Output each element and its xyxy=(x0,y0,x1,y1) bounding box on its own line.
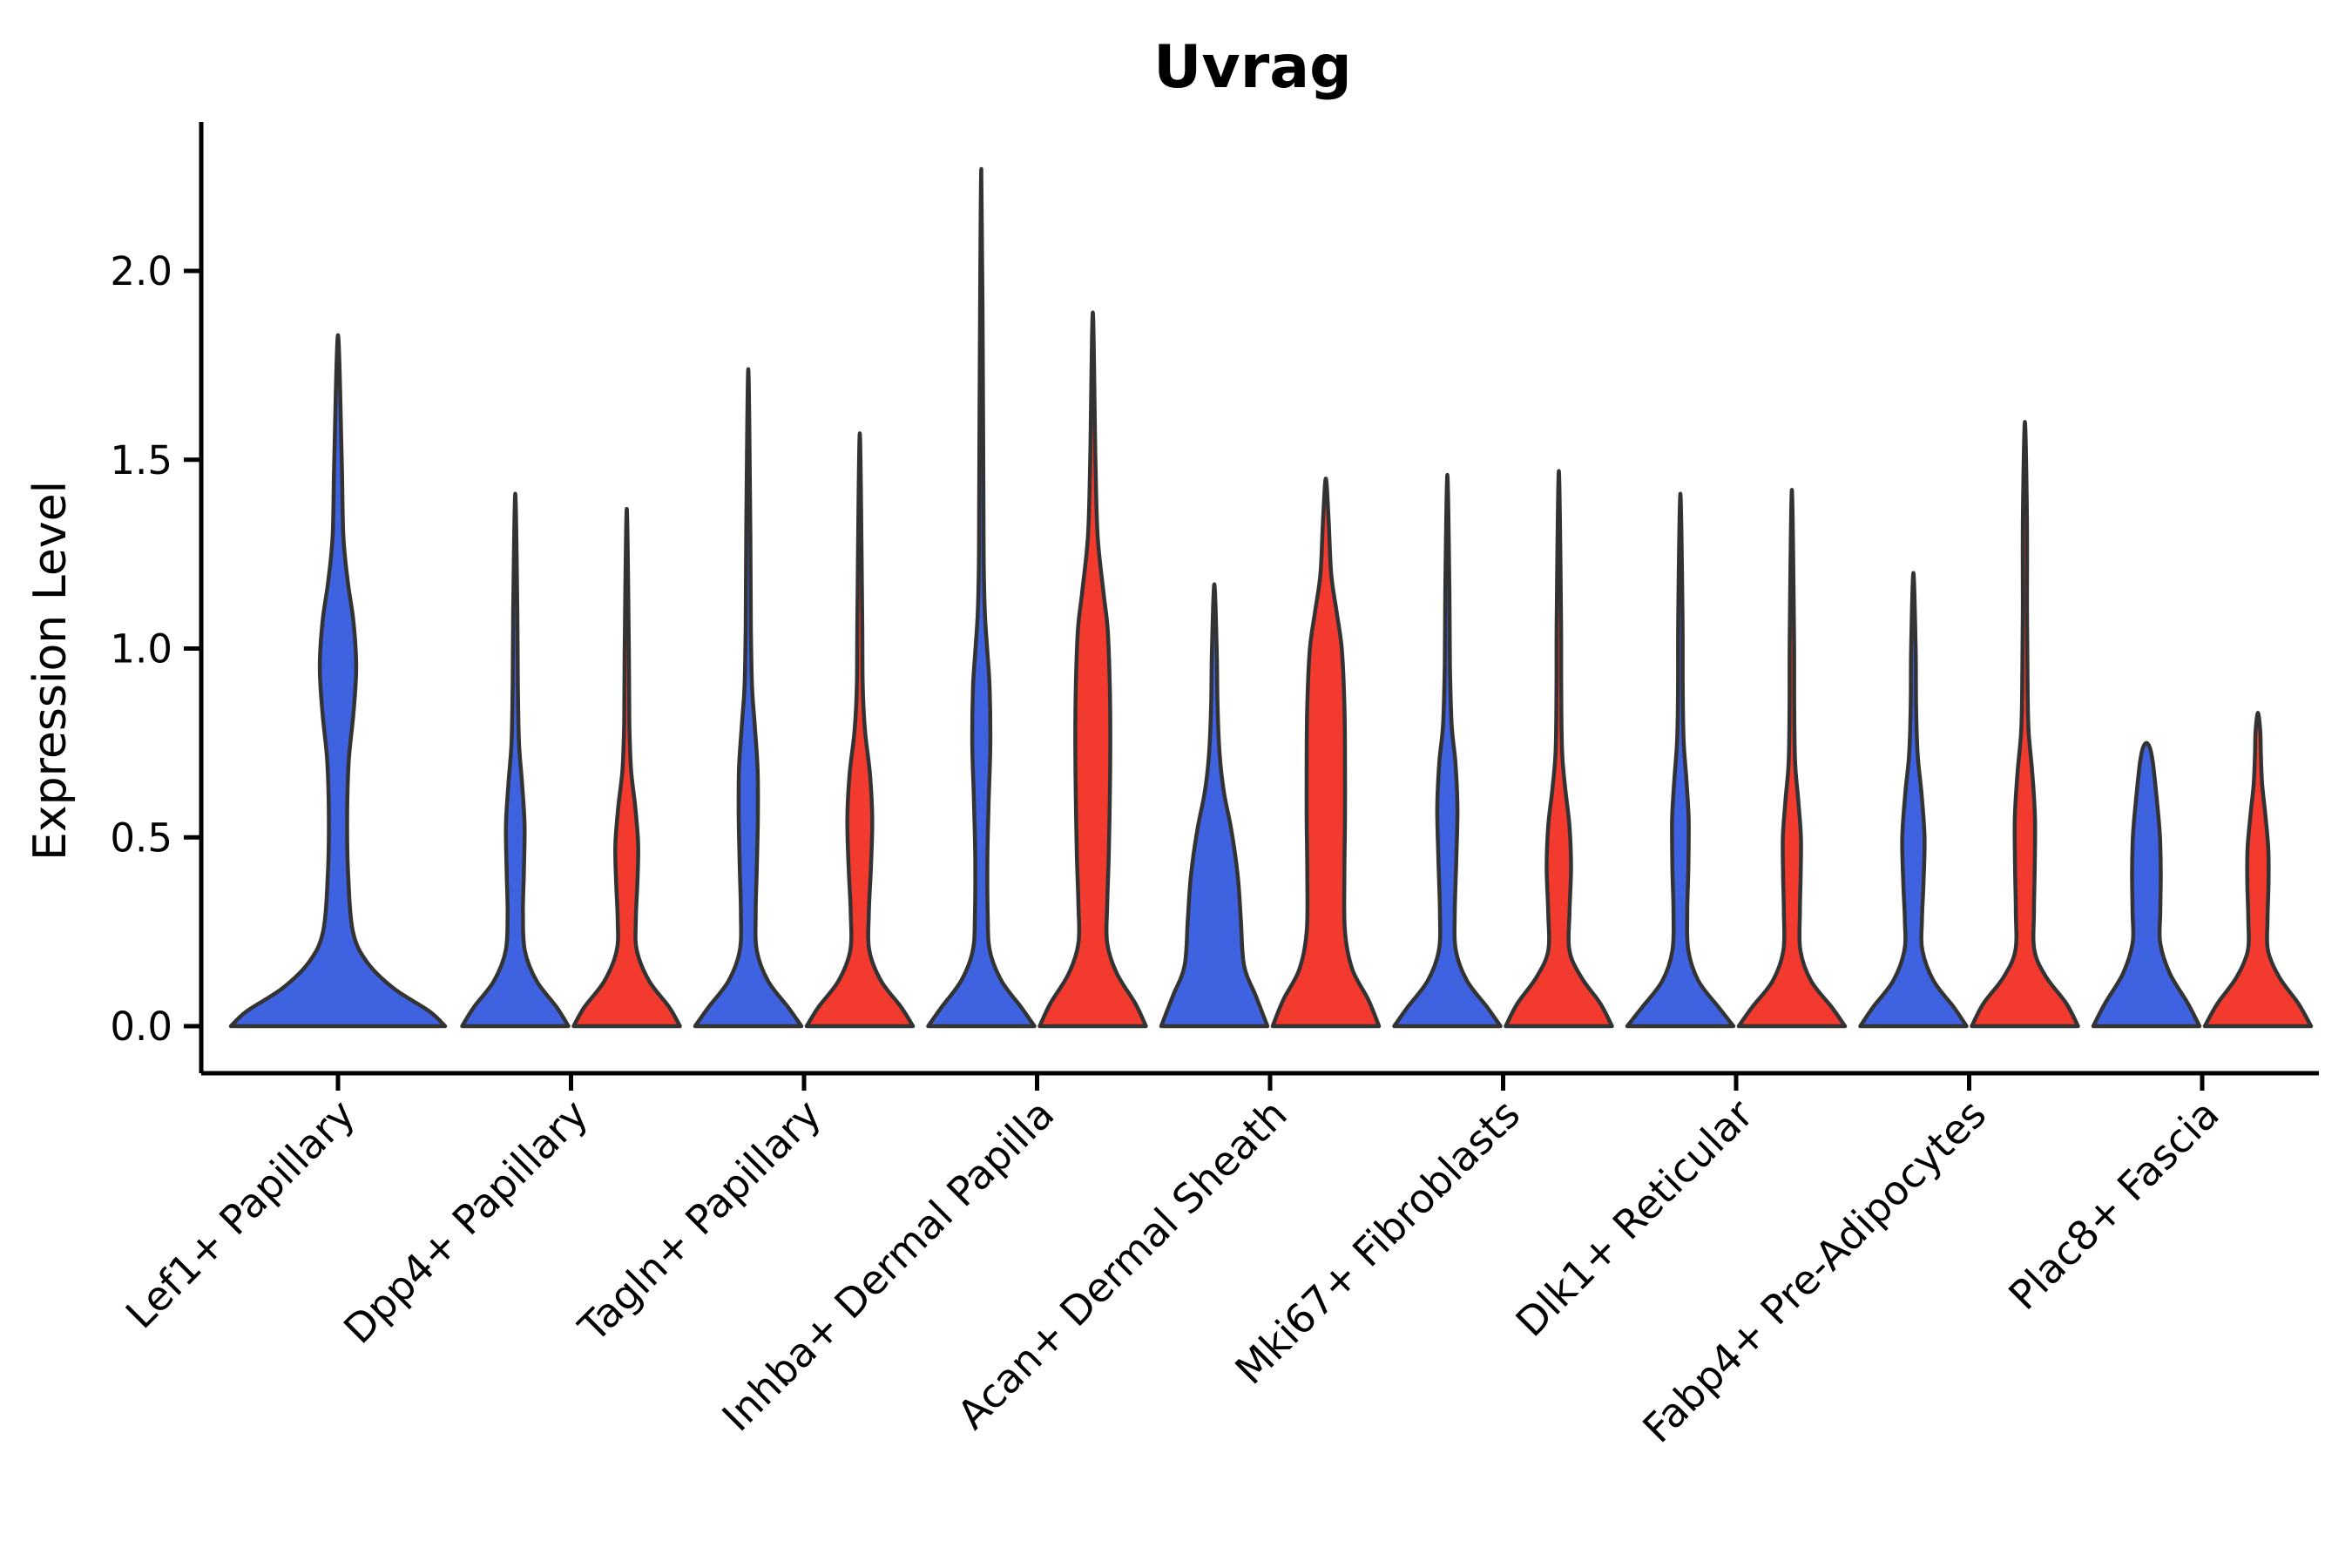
y-tick-label: 0.5 xyxy=(110,814,172,861)
x-tick-label-dlk1-reticular: Dlk1+ Reticular xyxy=(1507,1091,1762,1346)
violin-mki67-fibroblasts-red xyxy=(1504,469,1614,1029)
violin-tagln-papillary-red xyxy=(804,431,916,1029)
violin-dpp4-papillary-blue xyxy=(460,491,571,1029)
y-tick-label: 1.5 xyxy=(110,437,172,483)
x-tick-label-tagln-papillary: Tagln+ Papillary xyxy=(569,1091,830,1352)
violin-acan-dermal-sheath-blue xyxy=(1159,582,1270,1029)
x-tick-label-lef1-papillary: Lef1+ Papillary xyxy=(117,1091,364,1338)
violin-dlk1-reticular-red xyxy=(1736,488,1848,1029)
y-tick-label: 2.0 xyxy=(110,248,172,294)
violin-dpp4-papillary-red xyxy=(571,506,682,1029)
violins-layer xyxy=(228,166,2314,1029)
violin-plac8-fascia-blue xyxy=(2091,740,2202,1029)
x-tick-label-plac8-fascia: Plac8+ Fascia xyxy=(1999,1091,2227,1319)
y-tick-label: 1.0 xyxy=(110,626,172,672)
violin-mki67-fibroblasts-blue xyxy=(1392,472,1503,1029)
y-tick-label: 0.0 xyxy=(110,1004,172,1050)
violin-inhba-dermal-papilla-red xyxy=(1037,310,1148,1029)
violin-fabp4-pre-adipocytes-blue xyxy=(1858,571,1969,1029)
plot-title: Uvrag xyxy=(1153,33,1352,102)
violin-tagln-papillary-blue xyxy=(693,367,804,1029)
violin-inhba-dermal-papilla-blue xyxy=(926,166,1037,1029)
violin-acan-dermal-sheath-red xyxy=(1270,476,1382,1029)
violin-dlk1-reticular-blue xyxy=(1625,491,1736,1029)
x-tick-label-dpp4-papillary: Dpp4+ Papillary xyxy=(335,1091,597,1353)
violin-plac8-fascia-red xyxy=(2202,710,2314,1029)
violin-lef1-papillary-blue xyxy=(228,333,448,1029)
y-axis-label: Expression Level xyxy=(24,481,77,861)
violin-fabp4-pre-adipocytes-red xyxy=(1970,420,2080,1029)
